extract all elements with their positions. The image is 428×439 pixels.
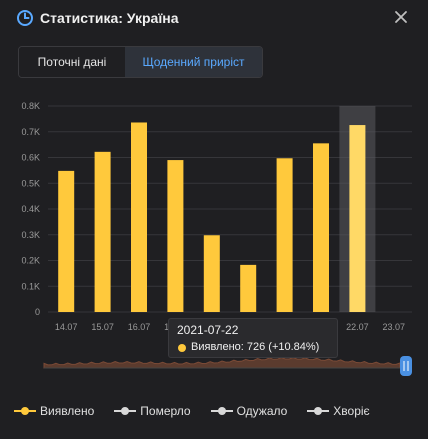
bar-16.07[interactable]	[131, 122, 147, 312]
bar-18.07[interactable]	[203, 235, 220, 312]
legend-label: Хворіє	[333, 404, 370, 418]
y-tick-label: 0.3K	[21, 230, 40, 240]
bar-20.07[interactable]	[276, 158, 293, 312]
x-tick-label: 15.07	[91, 322, 114, 332]
legend-label: Померло	[140, 404, 191, 418]
tab-group: Поточні дані Щоденний приріст	[18, 46, 263, 78]
navigator-area	[43, 356, 401, 369]
bars	[58, 106, 376, 313]
bar-chart: 0 0.1K 0.2K 0.3K 0.4K 0.5K 0.6K 0.7K 0.8K 14.07 1…	[21, 101, 412, 376]
legend: Виявлено Померло Одужало Хворіє	[14, 402, 424, 420]
legend-item-detected[interactable]: Виявлено	[14, 404, 94, 418]
tooltip-value: Виявлено: 726 (+10.84%)	[191, 341, 320, 353]
legend-label: Одужало	[236, 404, 288, 418]
y-tick-label: 0.2K	[21, 256, 40, 266]
y-tick-label: 0.5K	[21, 178, 40, 188]
x-tick-label: 16.07	[128, 322, 151, 332]
legend-marker	[210, 406, 233, 416]
bar-21.07[interactable]	[313, 143, 329, 312]
y-tick-label: 0.1K	[21, 281, 40, 291]
bar-14.07[interactable]	[58, 170, 75, 312]
x-tick-label: 14.07	[55, 322, 78, 332]
legend-item-died[interactable]: Померло	[114, 404, 191, 418]
y-tick-label: 0.7K	[21, 127, 40, 137]
x-tick-label: 22.07	[346, 322, 369, 332]
clock-icon	[17, 10, 33, 26]
y-tick-label: 0	[35, 307, 40, 317]
legend-marker	[114, 406, 137, 416]
page-title: Статистика: Україна	[40, 10, 179, 26]
x-tick-label: 23.07	[383, 322, 406, 332]
y-axis-ticks: 0 0.1K 0.2K 0.3K 0.4K 0.5K 0.6K 0.7K 0.8K	[21, 101, 40, 317]
bar-19.07[interactable]	[240, 264, 257, 312]
legend-label: Виявлено	[40, 404, 95, 418]
tab-daily-growth[interactable]: Щоденний приріст	[125, 47, 262, 77]
navigator-handle[interactable]	[400, 356, 412, 376]
y-tick-label: 0.8K	[21, 101, 40, 111]
legend-item-sick[interactable]: Хворіє	[307, 404, 370, 418]
bar-17.07[interactable]	[167, 160, 184, 312]
range-navigator[interactable]	[43, 356, 412, 376]
close-icon[interactable]	[392, 8, 410, 26]
y-tick-label: 0.4K	[21, 204, 40, 214]
legend-item-recovered[interactable]: Одужало	[210, 404, 288, 418]
chart-tooltip: 2021-07-22 Виявлено: 726 (+10.84%)	[168, 318, 338, 358]
tooltip-series-dot	[178, 344, 186, 352]
header: Статистика: Україна	[0, 0, 428, 38]
bar-15.07[interactable]	[94, 151, 111, 312]
y-tick-label: 0.6K	[21, 153, 40, 163]
bar-22.07[interactable]	[349, 125, 366, 313]
legend-marker	[14, 406, 36, 416]
tab-current-data[interactable]: Поточні дані	[19, 47, 125, 77]
tooltip-date: 2021-07-22	[177, 323, 239, 337]
legend-marker	[307, 406, 330, 416]
